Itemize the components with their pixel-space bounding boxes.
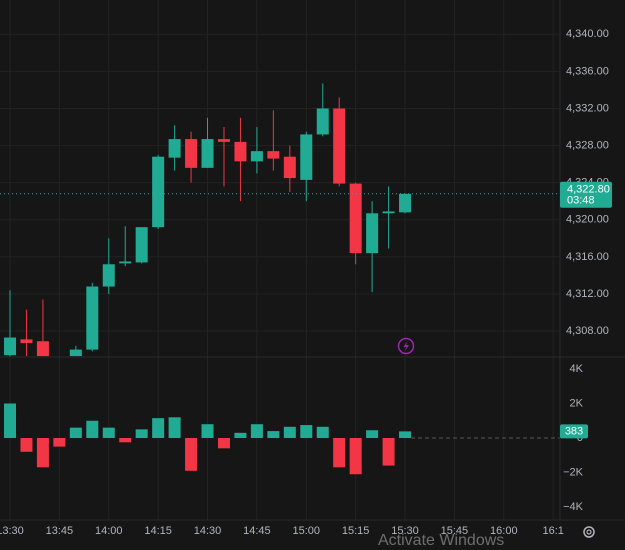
candle-body: [152, 156, 165, 228]
candle-body: [4, 337, 16, 356]
candle-body: [283, 156, 296, 179]
candle-body: [250, 151, 263, 162]
x-tick-label: 13:30: [0, 525, 24, 537]
watermark: Activate Windows: [378, 532, 504, 549]
delta-bar: [86, 420, 99, 438]
delta-bar: [53, 437, 66, 447]
axes: 13:30 13:45 14:00 14:15 14:30 14:45 15:00 15:15…: [0, 28, 612, 537]
y-tick-label: −4K: [563, 501, 584, 513]
x-tick-label: 15:30: [391, 525, 419, 537]
x-tick-label: 15:00: [293, 525, 321, 537]
y-tick-label: 2K: [570, 397, 584, 409]
x-tick-label: 13:45: [46, 525, 74, 537]
y-tick-label: 4,336.00: [566, 65, 609, 77]
delta-bar: [102, 427, 115, 438]
candle-body: [185, 139, 198, 168]
delta-bar: [300, 425, 313, 438]
candle-body: [316, 108, 329, 135]
delta-bar: [283, 426, 296, 438]
delta-bar: [4, 403, 16, 438]
delta-pane: [4, 403, 560, 475]
y-tick-label: 4,316.00: [566, 251, 609, 263]
delta-bar: [234, 432, 247, 438]
candle-body: [86, 286, 99, 350]
value-badge: [560, 424, 588, 439]
x-tick-label: 14:45: [243, 525, 271, 537]
y-tick-label: 4,340.00: [566, 28, 609, 40]
price-badge: [560, 181, 612, 208]
y-tick-label: 4,312.00: [566, 288, 609, 300]
candle-body: [399, 193, 412, 213]
delta-bar: [185, 437, 198, 471]
lightning-icon: [397, 337, 415, 355]
grid: [0, 0, 560, 520]
delta-bar: [152, 418, 165, 438]
x-tick-label: 16:00: [490, 525, 518, 537]
price-pane: [0, 83, 560, 357]
delta-bar: [382, 437, 395, 466]
candle-body: [349, 183, 362, 254]
candle-body: [267, 151, 280, 159]
candle-body: [119, 261, 132, 264]
y-tick-label: 4,328.00: [566, 139, 609, 151]
candle-body: [20, 339, 33, 344]
delta-bar: [316, 426, 329, 438]
candle-body: [382, 211, 395, 214]
y-tick-label: 4,320.00: [566, 214, 609, 226]
delta-bar: [36, 437, 49, 468]
delta-bar: [250, 424, 263, 438]
delta-bar: [217, 437, 230, 449]
candle-body: [234, 141, 247, 162]
candle-body: [333, 108, 346, 184]
x-tick-label: 14:15: [144, 525, 172, 537]
candle-body: [168, 139, 181, 158]
x-tick-label: 14:00: [95, 525, 123, 537]
candle-body: [69, 349, 82, 357]
x-tick-label: 14:30: [194, 525, 222, 537]
x-tick-label: 16:1: [542, 525, 563, 537]
delta-bar: [333, 437, 346, 468]
x-tick-label: 15:45: [441, 525, 469, 537]
candle-body: [366, 213, 379, 254]
candle-body: [300, 134, 313, 180]
candle-body: [36, 341, 49, 357]
current-price-label: 4,322.80: [567, 184, 610, 196]
candle-body: [135, 227, 148, 263]
y-tick-label: 4K: [570, 363, 584, 375]
countdown: 03:48: [567, 195, 595, 207]
y-tick-label: 4,332.00: [566, 102, 609, 114]
last-value-label: 383: [565, 425, 583, 437]
delta-bar: [366, 430, 379, 438]
x-tick-label: 15:15: [342, 525, 370, 537]
y-tick-label: −2K: [563, 466, 584, 478]
delta-bar: [119, 437, 132, 443]
delta-bar: [168, 417, 181, 438]
delta-bar: [135, 429, 148, 438]
delta-bar: [20, 437, 33, 452]
y-tick-label: 4,308.00: [566, 325, 609, 337]
delta-bar: [201, 424, 214, 438]
delta-bar: [349, 437, 362, 475]
settings-icon[interactable]: [583, 526, 595, 538]
candle-body: [217, 139, 230, 142]
delta-bar: [399, 431, 412, 438]
delta-bar: [69, 427, 82, 438]
candle-body: [201, 139, 214, 168]
candle-body: [102, 264, 115, 287]
delta-bar: [267, 431, 280, 438]
